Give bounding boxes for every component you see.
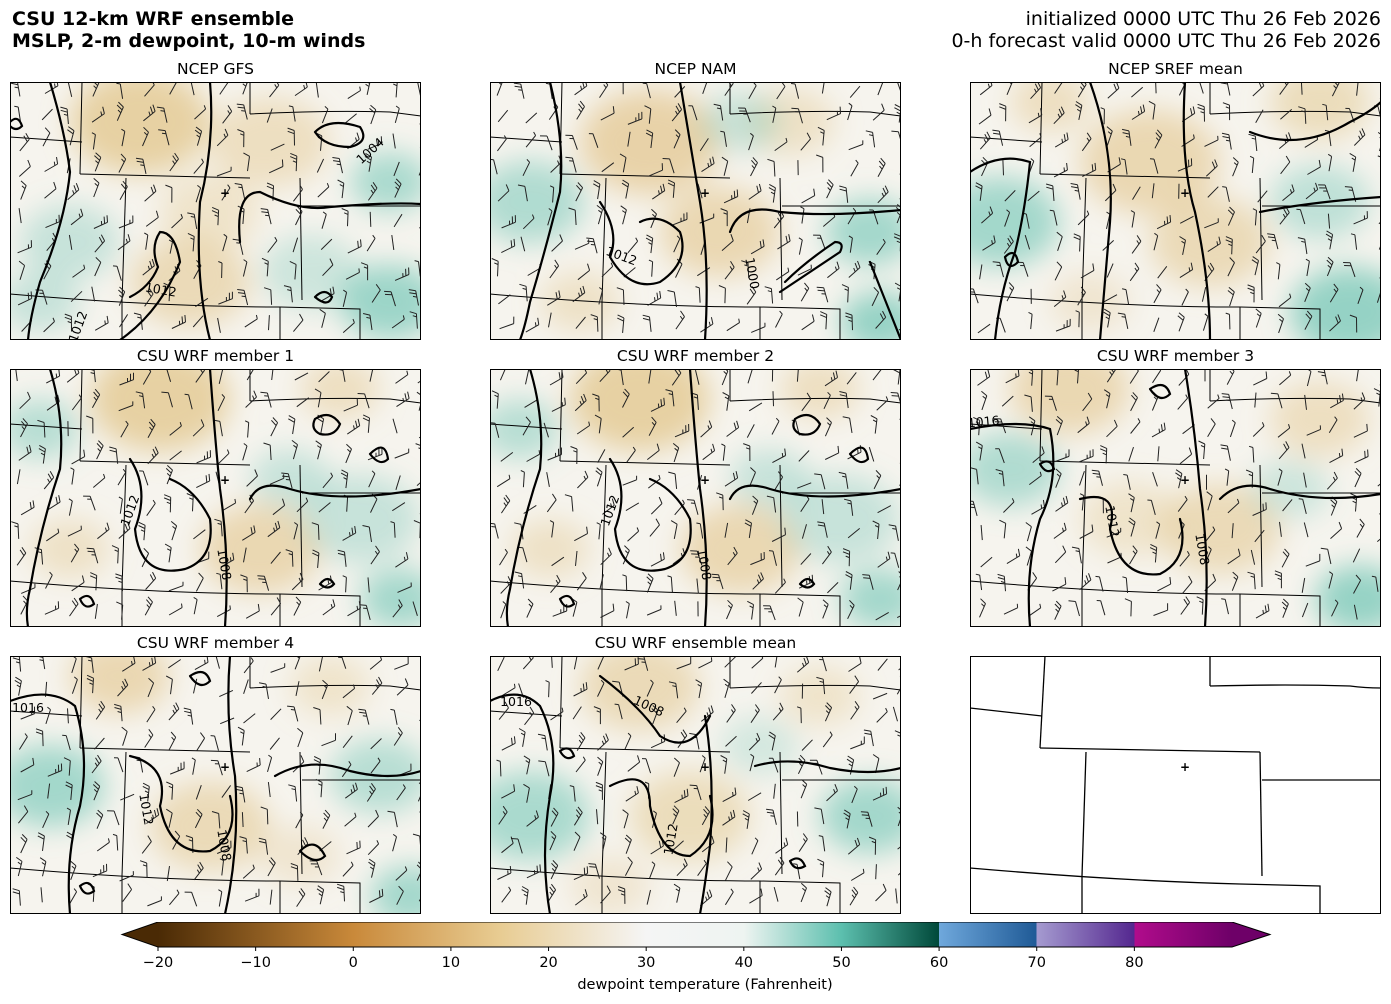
dewpoint-shade [20,205,120,280]
dewpoint-shade [780,666,860,726]
dewpoint-shade [1270,382,1370,457]
station-marker: + [220,473,230,487]
map-plot: + [970,656,1381,914]
colorbar-tick-label: −10 [240,955,271,971]
colorbar-ramp [158,922,1232,947]
colorbar-tick-label: 0 [349,955,358,971]
colorbar-tick-label: 50 [832,955,850,971]
wind-barb [1003,160,1004,175]
dewpoint-shade [1080,482,1180,557]
isobar-label: 1016 [970,413,1000,431]
dewpoint-shade [700,92,780,152]
map-svg: + [970,82,1381,340]
figure-timestamp: initialized 0000 UTC Thu 26 Feb 2026 0-h… [951,8,1381,52]
station-marker: + [220,760,230,774]
station-marker: + [220,186,230,200]
colorbar-svg: −20 −10 0 10 20 30 40 50 60 70 80 dewpoint temperat… [120,922,1272,1000]
panel-ncep-sref-mean: NCEP SREF mean + [970,82,1381,340]
wind-barb [370,212,371,227]
valid-time: 0-h forecast valid 0000 UTC Thu 26 Feb 2… [951,30,1381,52]
colorbar-label: dewpoint temperature (Fahrenheit) [577,977,832,993]
dewpoint-shade [160,175,260,250]
figure-title: CSU 12-km WRF ensemble MSLP, 2-m dewpoin… [12,8,365,52]
wind-barb [876,864,877,879]
dewpoint-shade [720,716,800,776]
colorbar-extend-low [122,922,158,947]
station-marker: + [1180,760,1190,774]
panel-title: CSU WRF member 2 [490,347,901,365]
init-time: initialized 0000 UTC Thu 26 Feb 2026 [951,8,1381,30]
station-marker: + [1180,473,1190,487]
dewpoint-shade [730,449,810,509]
dewpoint-shade [580,90,720,195]
isobar-label: 1016 [500,694,532,709]
colorbar-tick-label: 30 [637,955,655,971]
station-marker: + [700,760,710,774]
colorbar-tick-label: 40 [735,955,753,971]
title-line-1: CSU 12-km WRF ensemble [12,8,365,30]
station-marker: + [700,473,710,487]
colorbar-tick-label: 10 [442,955,460,971]
station-marker: + [700,186,710,200]
panel-base-map: + [970,656,1381,914]
title-line-2: MSLP, 2-m dewpoint, 10-m winds [12,30,365,52]
isobar-label: 1016 [12,700,44,715]
wind-barb [773,391,774,406]
map-plot: + [970,82,1381,340]
panel-title: CSU WRF member 4 [10,634,421,652]
panel-title: CSU WRF member 1 [10,347,421,365]
station-marker: + [1180,186,1190,200]
map-svg: + [970,656,1381,914]
panel-title: NCEP GFS [10,60,421,78]
dewpoint-shade [1250,459,1330,519]
colorbar-tick-label: 70 [1028,955,1046,971]
wind-barb [1156,82,1157,93]
wind-barb [242,812,243,827]
dewpoint-shade [1050,272,1130,332]
panel-title: CSU WRF ensemble mean [490,634,901,652]
dewpoint-shade [570,856,650,914]
colorbar-tick-label: 80 [1125,955,1143,971]
colorbar-tick-label: −20 [143,955,174,971]
dewpoint-colorbar: −20 −10 0 10 20 30 40 50 60 70 80 dewpoint temperat… [120,922,1272,1000]
panel-title: CSU WRF member 3 [970,347,1381,365]
panel-title: NCEP NAM [490,60,901,78]
colorbar-tick-label: 20 [539,955,557,971]
panel-title: NCEP SREF mean [970,60,1381,78]
dewpoint-shade [260,826,340,886]
colorbar-extend-high [1232,922,1270,947]
dewpoint-shade [150,781,270,871]
colorbar-tick-label: 60 [930,955,948,971]
map-background [970,656,1381,914]
